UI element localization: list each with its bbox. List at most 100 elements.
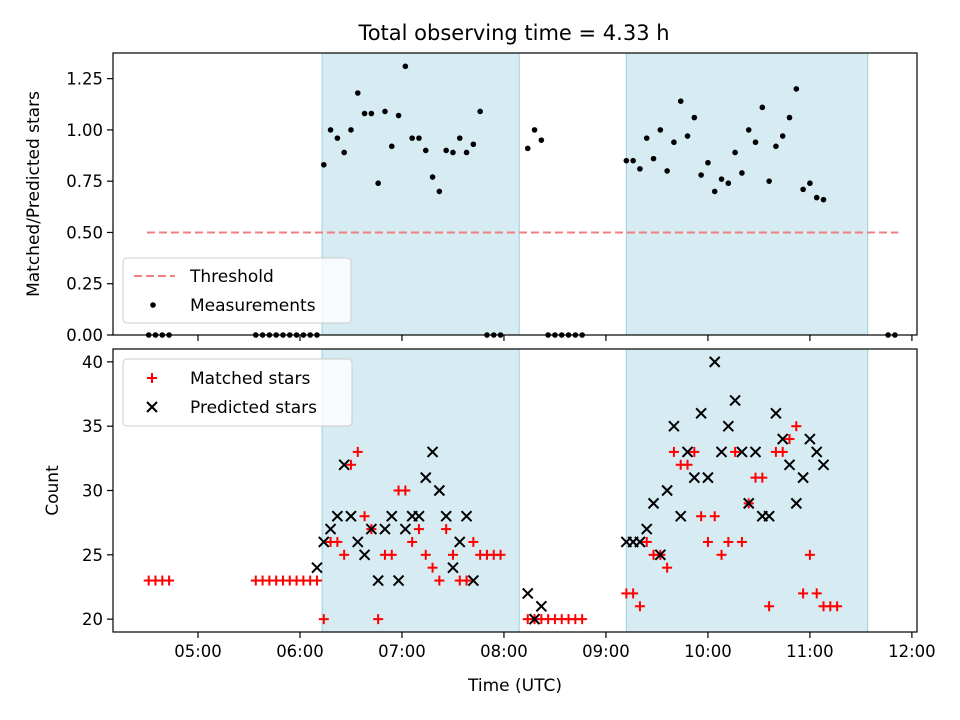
matched-star-point (716, 549, 727, 560)
x-marker-stroke (804, 433, 816, 445)
x-marker-stroke (311, 561, 323, 574)
measurement-point (637, 166, 643, 172)
predicted-star-point (331, 510, 344, 522)
predicted-star-point (770, 407, 782, 420)
x-marker-stroke (783, 459, 796, 471)
predicted-star-point (365, 523, 378, 535)
measurement-point (705, 159, 711, 166)
measurement-point (671, 139, 677, 146)
y-tick-label: 35 (82, 417, 103, 436)
matched-star-point (791, 421, 802, 432)
predicted-star-point (675, 510, 687, 522)
predicted-star-point (817, 459, 830, 471)
legend-box (122, 358, 353, 427)
x-marker-stroke (770, 407, 782, 420)
predicted-star-point (654, 549, 667, 561)
matched-star-point (434, 575, 445, 586)
y-tick-label: 1.00 (66, 121, 103, 140)
predicted-star-point (433, 484, 446, 497)
predicted-star-point (386, 510, 398, 522)
x-marker-stroke (790, 497, 803, 510)
predicted-star-point (763, 510, 775, 522)
x-marker-stroke (146, 401, 158, 413)
matched-star-point (634, 601, 645, 612)
predicted-star-point (447, 561, 459, 574)
predicted-star-point (634, 536, 646, 548)
matched-star-point (689, 446, 700, 457)
count-panel-xlabel: Time (UTC) (467, 676, 562, 696)
x-marker-stroke (709, 356, 721, 368)
measurement-point (368, 110, 375, 117)
shaded-interval (625, 348, 869, 633)
measurement-point (779, 133, 786, 139)
matched-star-point (413, 524, 424, 535)
predicted-star-point (749, 446, 762, 458)
measurement-point (436, 188, 443, 195)
measurement-point (470, 141, 477, 148)
predicted-star-point (528, 613, 541, 625)
measurement-point (320, 161, 327, 168)
x-marker-stroke (358, 549, 371, 561)
matched-star-point (311, 575, 322, 586)
matched-star-point (359, 511, 370, 522)
matched-star-point (730, 446, 741, 457)
matched-star-point (420, 549, 431, 560)
x-marker-stroke (797, 471, 809, 484)
predicted-star-point (681, 446, 694, 458)
predicted-star-point (318, 536, 330, 548)
matched-star-point (736, 536, 747, 547)
matched-star-point (811, 588, 822, 599)
measurement-point (382, 108, 388, 115)
predicted-star-point (722, 420, 735, 432)
legend-predicted-swatch (146, 401, 158, 413)
measurement-point (416, 135, 422, 141)
x-marker-stroke (392, 574, 405, 587)
measurement-point (443, 147, 449, 154)
x-marker-stroke (426, 446, 439, 458)
x-marker-stroke (702, 471, 714, 484)
x-marker-stroke (345, 510, 357, 522)
x-marker-stroke (324, 523, 337, 535)
predicted-star-point (311, 561, 323, 574)
y-tick-label: 0.00 (66, 326, 103, 345)
count-panel-ylabel: Count (43, 465, 63, 516)
predicted-star-point (709, 356, 721, 368)
x-tick-label: 05:00 (174, 642, 222, 661)
x-tick-label: 08:00 (480, 642, 528, 661)
matched-star-point (339, 549, 350, 560)
predicted-star-point (695, 407, 707, 420)
x-marker-stroke (736, 446, 748, 458)
x-marker-stroke (460, 510, 473, 522)
measurement-point (698, 172, 704, 178)
measurement-point (524, 145, 531, 152)
measurement-point (477, 108, 483, 115)
matched-star-point (352, 446, 363, 457)
x-marker-stroke (654, 549, 667, 561)
matched-star-point (332, 536, 343, 547)
y-tick-label: 1.25 (66, 70, 103, 89)
matched-star-point (468, 536, 479, 547)
predicted-star-point (702, 471, 714, 484)
x-marker-stroke (749, 446, 762, 458)
predicted-star-point (379, 523, 391, 535)
predicted-star-point (522, 587, 534, 600)
x-marker-stroke (433, 484, 446, 497)
ratio-panel-legend: Threshold Measurements (122, 257, 352, 324)
ratio-panel-ticks: 0.00 0.25 0.50 0.75 1.00 1.25 (66, 70, 913, 345)
measurement-point (341, 149, 347, 156)
x-marker-stroke (522, 587, 534, 600)
measurement-point (745, 127, 752, 133)
matched-star-point (407, 536, 418, 547)
predicted-star-point (324, 523, 337, 535)
shaded-interval (321, 52, 520, 336)
measurement-point (807, 180, 813, 187)
matched-star-point (400, 485, 411, 496)
predicted-star-point (641, 523, 653, 535)
predicted-star-point (338, 459, 350, 471)
matched-star-point (832, 601, 843, 612)
measurement-point (657, 127, 664, 133)
predicted-star-point (345, 510, 357, 522)
predicted-star-point (790, 497, 803, 510)
y-tick-label: 25 (82, 546, 103, 565)
count-panel-frame (112, 348, 918, 633)
